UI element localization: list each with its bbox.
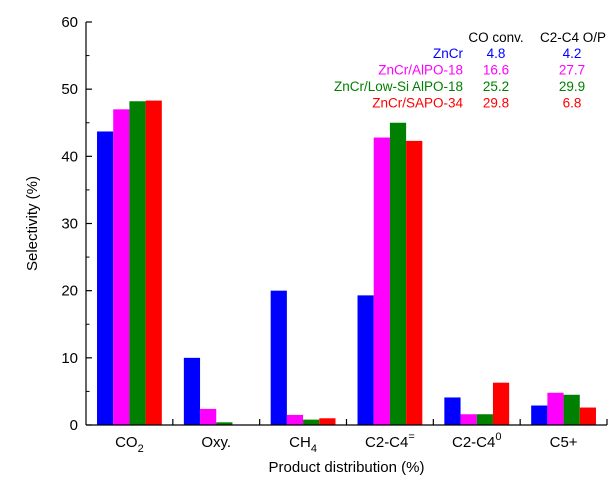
x-tick-label: CO2 [115, 434, 144, 455]
legend-entry-op: 4.2 [563, 46, 582, 61]
bar [406, 140, 423, 425]
y-axis-title: Selectivity (%) [24, 176, 41, 271]
bar [563, 394, 580, 425]
x-tick-label: Oxy. [201, 434, 231, 451]
x-tick-label: C2-C40 [452, 431, 501, 451]
x-axis-title: Product distribution (%) [269, 459, 425, 476]
bar [373, 137, 390, 425]
legend-entry-conv: 16.6 [483, 63, 509, 78]
legend-header-conv: CO conv. [468, 30, 523, 45]
bar [547, 392, 564, 425]
legend: CO conv. C2-C4 O/P ZnCr 4.8 4.2 ZnCr/AlPO-18 1… [334, 30, 606, 111]
bar [389, 122, 407, 425]
bar [531, 405, 548, 425]
x-tick-label: CH4 [289, 434, 317, 455]
bar [579, 407, 596, 425]
y-tick-label: 0 [70, 417, 78, 434]
y-tick-label: 10 [61, 350, 78, 367]
bar [286, 414, 304, 425]
bar [270, 290, 287, 425]
bar [113, 109, 130, 425]
bar [357, 295, 374, 425]
bar [183, 357, 201, 425]
legend-header-op: C2-C4 O/P [540, 30, 606, 45]
bar [129, 101, 146, 425]
legend-entry-name: ZnCr/Low-Si AlPO-18 [334, 79, 463, 94]
bar [492, 382, 510, 425]
y-tick-label: 30 [61, 216, 78, 233]
bar [444, 397, 461, 425]
x-ticks: CO2 Oxy. CH4 C2-C4= C2-C40 C5+ [115, 419, 608, 455]
y-ticks: 0 10 20 30 40 50 60 [61, 14, 92, 434]
legend-entry-conv: 29.8 [483, 96, 509, 111]
x-tick-label: C5+ [550, 434, 578, 451]
y-tick-label: 20 [61, 283, 78, 300]
legend-entry-op: 29.9 [559, 79, 585, 94]
legend-entry-op: 27.7 [559, 63, 585, 78]
bar [97, 131, 114, 426]
bar [303, 419, 320, 425]
bar [200, 408, 217, 425]
legend-entry-name: ZnCr [433, 46, 464, 61]
bar [460, 414, 477, 425]
bar [216, 422, 233, 425]
y-tick-label: 50 [61, 81, 78, 98]
x-tick-label: C2-C4= [365, 431, 415, 451]
bar [319, 418, 336, 425]
legend-entry-op: 6.8 [563, 96, 582, 111]
bar [145, 100, 162, 425]
legend-entry-conv: 4.8 [487, 46, 506, 61]
bars [97, 100, 596, 426]
legend-entry-conv: 25.2 [483, 79, 509, 94]
y-tick-label: 40 [61, 148, 78, 165]
legend-entry-name: ZnCr/AlPO-18 [378, 63, 463, 78]
y-tick-label: 60 [61, 14, 78, 31]
legend-entry-name: ZnCr/SAPO-34 [372, 96, 463, 111]
bar [476, 414, 493, 425]
